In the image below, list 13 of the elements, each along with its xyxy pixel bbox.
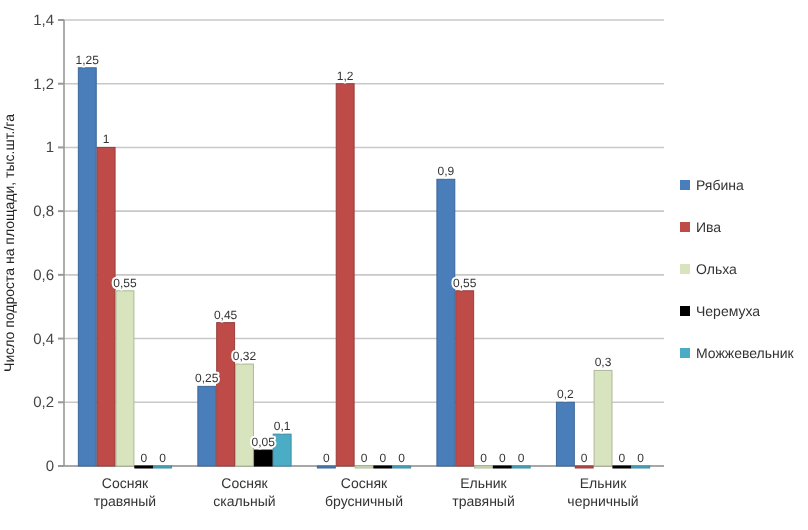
- bar: [197, 385, 217, 467]
- bar: [77, 67, 97, 467]
- bar: [216, 322, 236, 467]
- bar: [235, 363, 254, 467]
- bar: [115, 290, 135, 467]
- bar: [335, 83, 355, 467]
- bar: [555, 401, 575, 467]
- bar: [96, 146, 116, 467]
- bar: [593, 369, 613, 467]
- bar: [272, 433, 292, 467]
- bar: [253, 449, 273, 467]
- bar: [436, 178, 456, 467]
- bar: [455, 290, 475, 467]
